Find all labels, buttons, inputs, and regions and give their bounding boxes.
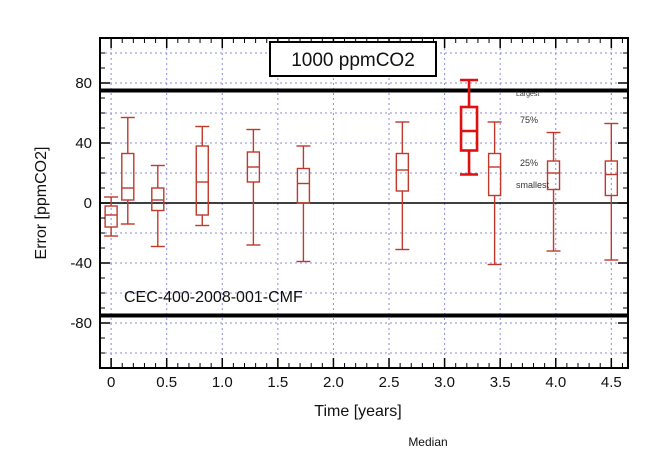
reference-lines bbox=[100, 88, 628, 318]
box-plot-9 bbox=[546, 131, 561, 252]
annotation-report-id: CEC-400-2008-001-CMF bbox=[124, 289, 303, 306]
x-tick-label: 0 bbox=[107, 374, 115, 391]
chart-title: 1000 ppmCO2 bbox=[291, 50, 415, 71]
box-plot-8 bbox=[487, 121, 502, 266]
x-tick-label: 3.0 bbox=[434, 374, 455, 391]
box-plot-10 bbox=[604, 122, 619, 261]
box-plot-3 bbox=[195, 125, 210, 227]
legend-label-75pct: 75% bbox=[520, 115, 538, 125]
box-iqr bbox=[151, 187, 165, 212]
legend-footer-median: Median bbox=[408, 435, 447, 449]
y-tick-label: 0 bbox=[84, 195, 92, 212]
legend-label-25pct: 25% bbox=[520, 158, 538, 168]
x-tick-label: 1.0 bbox=[212, 374, 233, 391]
box-iqr bbox=[195, 145, 209, 216]
box-iqr bbox=[546, 160, 561, 191]
box-plot-0 bbox=[104, 196, 119, 237]
box-plot-4 bbox=[246, 128, 261, 246]
x-tick-label: 0.5 bbox=[156, 374, 177, 391]
box-plot-1 bbox=[120, 116, 135, 225]
y-axis-label: Error [ppmCO2] bbox=[33, 147, 50, 260]
box-plot-6 bbox=[395, 121, 410, 251]
x-tick-label: 4.0 bbox=[545, 374, 566, 391]
y-tick-label: -40 bbox=[70, 255, 92, 272]
box-iqr bbox=[296, 167, 311, 204]
box-iqr bbox=[121, 152, 135, 201]
box-series bbox=[104, 78, 619, 266]
title-box bbox=[269, 41, 437, 77]
box-iqr bbox=[395, 152, 410, 192]
box-iqr bbox=[487, 152, 502, 197]
y-tick-label: 40 bbox=[75, 135, 92, 152]
axis-ticks: 0 0.5 1.0 1.5 2.0 2.5 3.0 3.5 4.0 4.5 -80 -40 0 40 80 bbox=[70, 38, 628, 391]
x-axis-label: Time [years] bbox=[314, 403, 401, 420]
x-tick-label: 2.0 bbox=[323, 374, 344, 391]
x-tick-label: 4.5 bbox=[601, 374, 622, 391]
box-plot-7 bbox=[459, 78, 479, 176]
x-tick-label: 2.5 bbox=[379, 374, 400, 391]
box-plot-5 bbox=[296, 145, 311, 263]
box-iqr bbox=[604, 160, 619, 197]
legend-label-smallest: smallest bbox=[516, 180, 550, 190]
legend-label-largest: Largest bbox=[516, 91, 539, 98]
y-tick-label: 80 bbox=[75, 75, 92, 92]
box-iqr bbox=[459, 105, 479, 152]
box-iqr bbox=[104, 205, 118, 228]
y-tick-label: -80 bbox=[70, 315, 92, 332]
x-tick-label: 1.5 bbox=[267, 374, 288, 391]
x-tick-label: 3.5 bbox=[490, 374, 511, 391]
box-plot-2 bbox=[150, 164, 165, 248]
